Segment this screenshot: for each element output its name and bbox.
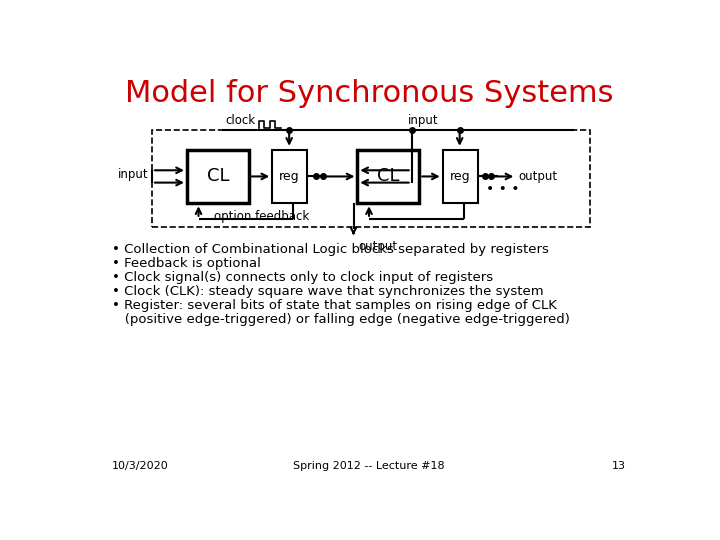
Bar bbox=[152, 130, 590, 226]
Bar bbox=[443, 150, 477, 204]
Bar bbox=[272, 150, 307, 204]
Text: • Register: several bits of state that samples on rising edge of CLK: • Register: several bits of state that s… bbox=[112, 299, 557, 312]
Text: Model for Synchronous Systems: Model for Synchronous Systems bbox=[125, 79, 613, 107]
Bar bbox=[187, 150, 249, 204]
Text: input: input bbox=[118, 167, 149, 181]
Text: • Feedback is optional: • Feedback is optional bbox=[112, 257, 261, 271]
Text: clock: clock bbox=[225, 114, 256, 127]
Text: reg: reg bbox=[279, 170, 300, 183]
Text: 13: 13 bbox=[612, 461, 626, 471]
Text: output: output bbox=[518, 170, 558, 183]
Text: • Clock signal(s) connects only to clock input of registers: • Clock signal(s) connects only to clock… bbox=[112, 271, 492, 284]
Text: CL: CL bbox=[207, 167, 229, 185]
Bar bbox=[152, 130, 590, 226]
Text: CL: CL bbox=[377, 167, 400, 185]
Text: 10/3/2020: 10/3/2020 bbox=[112, 461, 168, 471]
Text: (positive edge-triggered) or falling edge (negative edge-triggered): (positive edge-triggered) or falling edg… bbox=[112, 313, 570, 326]
Text: • Collection of Combinational Logic blocks separated by registers: • Collection of Combinational Logic bloc… bbox=[112, 244, 549, 256]
Text: • • •: • • • bbox=[485, 182, 519, 196]
Bar bbox=[357, 150, 419, 204]
Text: input: input bbox=[408, 114, 438, 127]
Text: Spring 2012 -- Lecture #18: Spring 2012 -- Lecture #18 bbox=[293, 461, 445, 471]
Text: option feedback: option feedback bbox=[214, 211, 310, 224]
Text: output: output bbox=[358, 240, 397, 253]
Text: reg: reg bbox=[450, 170, 470, 183]
Text: • Clock (CLK): steady square wave that synchronizes the system: • Clock (CLK): steady square wave that s… bbox=[112, 285, 544, 298]
